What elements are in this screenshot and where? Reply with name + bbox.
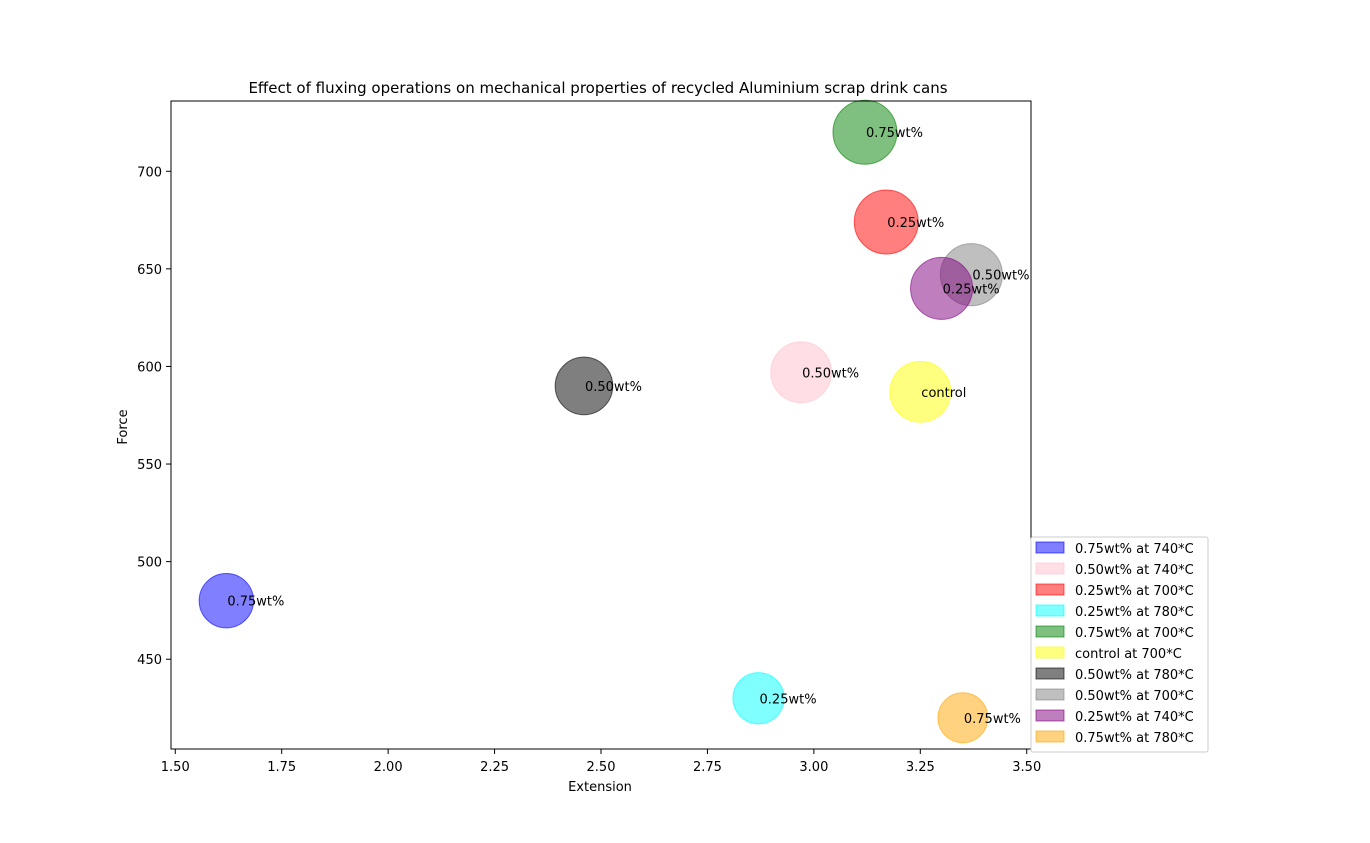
x-tick-label: 1.75: [267, 760, 296, 775]
y-tick-label: 700: [137, 165, 162, 180]
y-axis-label: Force: [116, 409, 131, 444]
chart-title: Effect of fluxing operations on mechanic…: [248, 79, 947, 97]
y-tick-label: 450: [137, 653, 162, 668]
x-tick-label: 2.50: [587, 760, 616, 775]
x-axis-ticks: 1.50 1.75 2.00 2.25 2.50 2.75 3.00 3.25 3.50: [161, 749, 1041, 775]
legend-swatch: [1035, 562, 1065, 575]
x-tick-label: 2.75: [693, 760, 722, 775]
legend-box: [1030, 536, 1209, 753]
legend-entry: 0.75wt% at 700*C: [1075, 626, 1194, 641]
legend-swatch: [1035, 583, 1065, 596]
legend: 0.75wt% at 740*C 0.50wt% at 740*C 0.25wt% …: [1030, 536, 1209, 753]
bubble-point: [198, 572, 255, 629]
legend-entry: 0.50wt% at 780*C: [1075, 668, 1194, 683]
legend-swatch: [1035, 646, 1065, 659]
y-tick-label: 550: [137, 458, 162, 473]
bubble-label: 0.25wt%: [887, 216, 944, 231]
legend-entry: 0.25wt% at 700*C: [1075, 584, 1194, 599]
bubble-label: 0.25wt%: [760, 692, 817, 707]
legend-entry: 0.50wt% at 740*C: [1075, 563, 1194, 578]
bubble-label: 0.50wt%: [585, 380, 642, 395]
legend-entry: 0.75wt% at 780*C: [1075, 731, 1194, 746]
bubble-point: [889, 360, 952, 423]
bubble-label: 0.75wt%: [866, 126, 923, 141]
legend-swatch: [1035, 688, 1065, 701]
bubble-point: [832, 99, 898, 165]
bubble-point: [732, 672, 785, 725]
bubble-label-layer: 0.75wt%0.50wt%0.25wt%0.25wt%0.75wt%contr…: [227, 126, 1029, 727]
legend-swatch: [1035, 667, 1065, 680]
bubble-point: [554, 356, 614, 416]
x-tick-label: 2.00: [374, 760, 403, 775]
bubble-point: [853, 189, 919, 255]
legend-entry: 0.25wt% at 740*C: [1075, 710, 1194, 725]
bubble-point: [910, 256, 974, 320]
bubble-label: control: [921, 386, 966, 401]
legend-swatch: [1035, 730, 1065, 743]
legend-swatch: [1035, 541, 1065, 554]
y-tick-label: 600: [137, 360, 162, 375]
x-tick-label: 3.00: [799, 760, 828, 775]
bubble-label: 0.75wt%: [227, 595, 284, 610]
legend-entry: 0.50wt% at 700*C: [1075, 689, 1194, 704]
x-axis-label: Extension: [568, 780, 632, 795]
legend-entry: 0.75wt% at 740*C: [1075, 542, 1194, 557]
x-tick-label: 1.50: [161, 760, 190, 775]
legend-entry: control at 700*C: [1075, 647, 1182, 662]
legend-swatch: [1035, 709, 1065, 722]
legend-swatch: [1035, 625, 1065, 638]
bubble-label: 0.50wt%: [802, 366, 859, 381]
x-tick-label: 2.25: [480, 760, 509, 775]
y-tick-label: 650: [137, 263, 162, 278]
bubble-point: [937, 692, 989, 744]
y-tick-label: 500: [137, 556, 162, 571]
x-tick-label: 3.25: [906, 760, 935, 775]
legend-entry: 0.25wt% at 780*C: [1075, 605, 1194, 620]
y-axis-ticks: 450 500 550 600 650 700: [137, 165, 171, 668]
bubble-label: 0.25wt%: [943, 282, 1000, 297]
x-tick-label: 3.50: [1012, 760, 1041, 775]
bubble-label: 0.50wt%: [972, 269, 1029, 284]
bubble-point: [770, 341, 832, 404]
legend-swatch: [1035, 604, 1065, 617]
bubble-label: 0.75wt%: [964, 712, 1021, 727]
bubble-layer: [198, 99, 1003, 744]
